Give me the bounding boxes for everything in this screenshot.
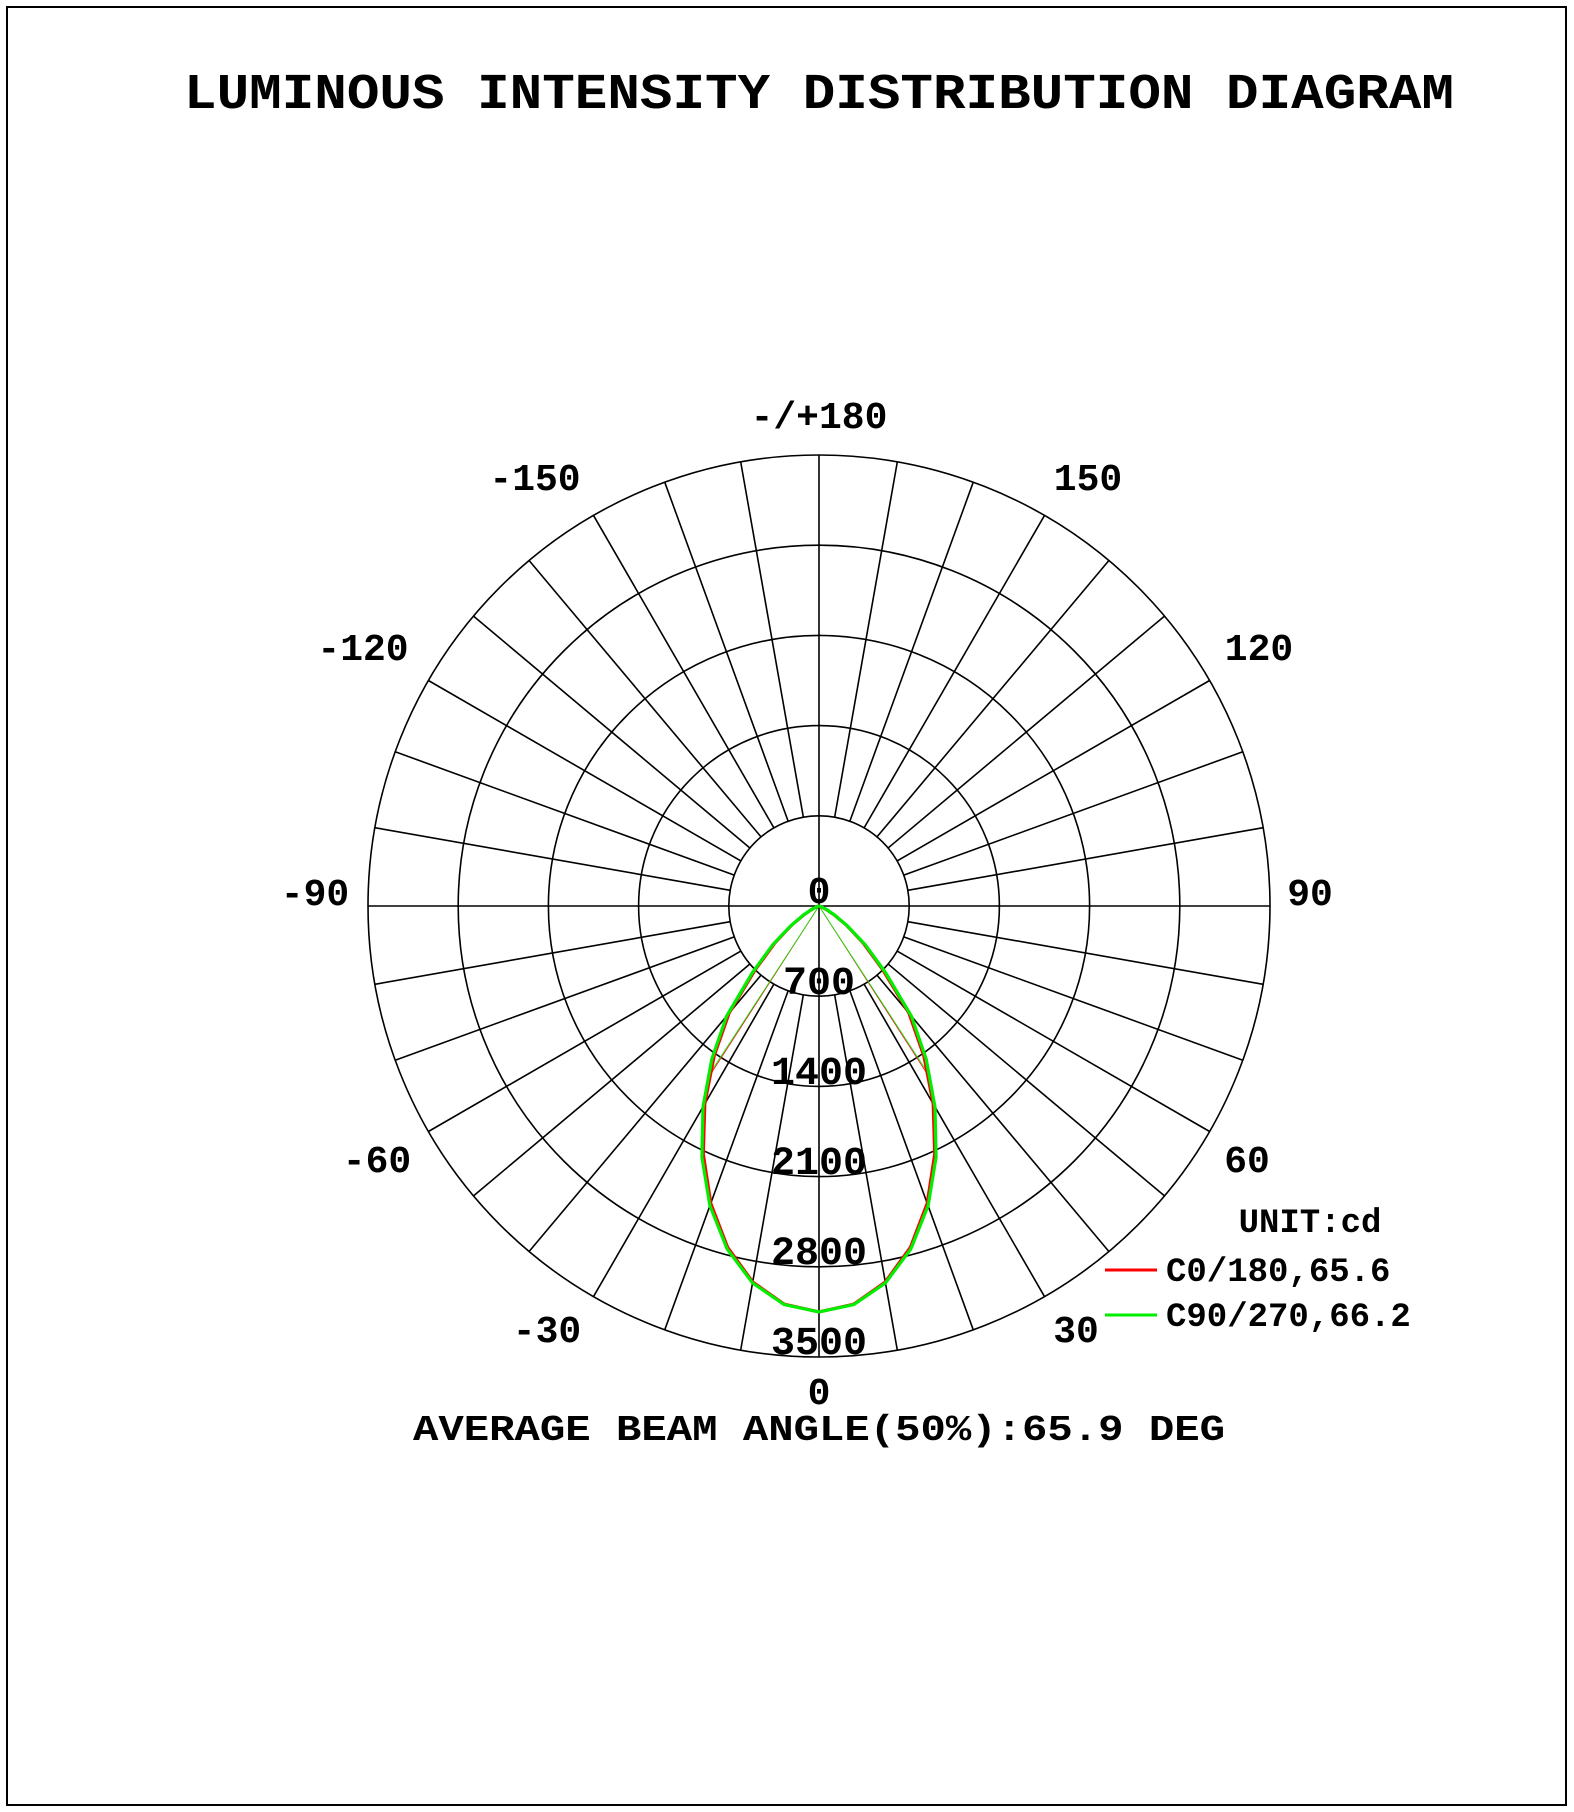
- intensity-curves: [700, 904, 938, 1314]
- unit-label: UNIT:cd: [1239, 1205, 1382, 1243]
- angle-label-60: 60: [1224, 1141, 1270, 1184]
- grid-spoke-330: [592, 983, 775, 1297]
- angle-label-90: 90: [1287, 874, 1333, 917]
- grid-spoke-30: [863, 983, 1046, 1297]
- beam-line-1-left: [707, 905, 820, 1077]
- angle-label-120: 120: [1225, 629, 1293, 672]
- grid-spoke-20: [849, 990, 975, 1331]
- angle-label-0: 0: [808, 1373, 831, 1416]
- beam-line-1-right: [818, 905, 931, 1077]
- radial-tick-2100: 2100: [771, 1142, 867, 1187]
- intensity-curve-1: [700, 904, 938, 1314]
- radial-tick-700: 700: [783, 962, 855, 1007]
- grid-spoke-70: [903, 936, 1244, 1062]
- grid-spoke-240: [428, 679, 742, 862]
- grid-spoke-290: [394, 936, 735, 1062]
- grid-spoke-40: [876, 974, 1110, 1253]
- grid-spoke-250: [394, 750, 735, 876]
- average-beam-angle: AVERAGE BEAM ANGLE(50%):65.9 DEG: [413, 1410, 1225, 1451]
- center-label: 0: [808, 872, 831, 915]
- legend-label-c90: C90/270,66.2: [1166, 1299, 1411, 1337]
- grid-spoke-120: [896, 679, 1210, 862]
- radial-tick-2800: 2800: [771, 1232, 867, 1277]
- grid-spoke-50: [887, 963, 1166, 1197]
- radial-tick-1400: 1400: [771, 1052, 867, 1097]
- grid-spoke-220: [528, 559, 762, 838]
- grid-spoke-140: [876, 559, 1110, 838]
- beam-angle-lines: [707, 905, 931, 1077]
- angle-label-minus-120: -120: [317, 629, 408, 672]
- angle-label-30: 30: [1053, 1311, 1099, 1354]
- grid-spoke-170: [833, 461, 899, 818]
- chart-title: LUMINOUS INTENSITY DISTRIBUTION DIAGRAM: [184, 67, 1454, 124]
- grid-spoke-340: [663, 990, 789, 1331]
- legend-label-c0: C0/180,65.6: [1166, 1254, 1390, 1292]
- angle-label-150: 150: [1054, 459, 1122, 502]
- grid-spoke-280: [374, 920, 731, 986]
- radial-tick-3500: 3500: [771, 1322, 867, 1367]
- grid-spoke-260: [374, 826, 731, 892]
- grid-spoke-210: [592, 515, 775, 829]
- grid-spoke-60: [896, 950, 1210, 1133]
- angle-label-minus-30: -30: [513, 1311, 581, 1354]
- grid-spoke-350: [739, 994, 805, 1351]
- angle-label-minus-150: -150: [489, 459, 580, 502]
- grid-spoke-310: [472, 963, 751, 1197]
- polar-grid: [367, 454, 1271, 1358]
- grid-spoke-130: [887, 615, 1166, 849]
- grid-spoke-320: [528, 974, 762, 1253]
- grid-spoke-100: [907, 826, 1264, 892]
- angle-label-minus-90: -90: [281, 874, 349, 917]
- grid-spoke-150: [863, 515, 1046, 829]
- grid-spoke-200: [663, 481, 789, 822]
- grid-spoke-10: [833, 994, 899, 1351]
- grid-spoke-230: [472, 615, 751, 849]
- grid-spoke-110: [903, 750, 1244, 876]
- grid-spoke-160: [849, 481, 975, 822]
- angle-label-180: -/+180: [751, 397, 888, 440]
- grid-spoke-190: [739, 461, 805, 818]
- grid-spoke-300: [428, 950, 742, 1133]
- angle-label-minus-60: -60: [343, 1141, 411, 1184]
- grid-spoke-80: [907, 920, 1264, 986]
- legend: UNIT:cd C0/180,65.6 C90/270,66.2: [1105, 1205, 1411, 1337]
